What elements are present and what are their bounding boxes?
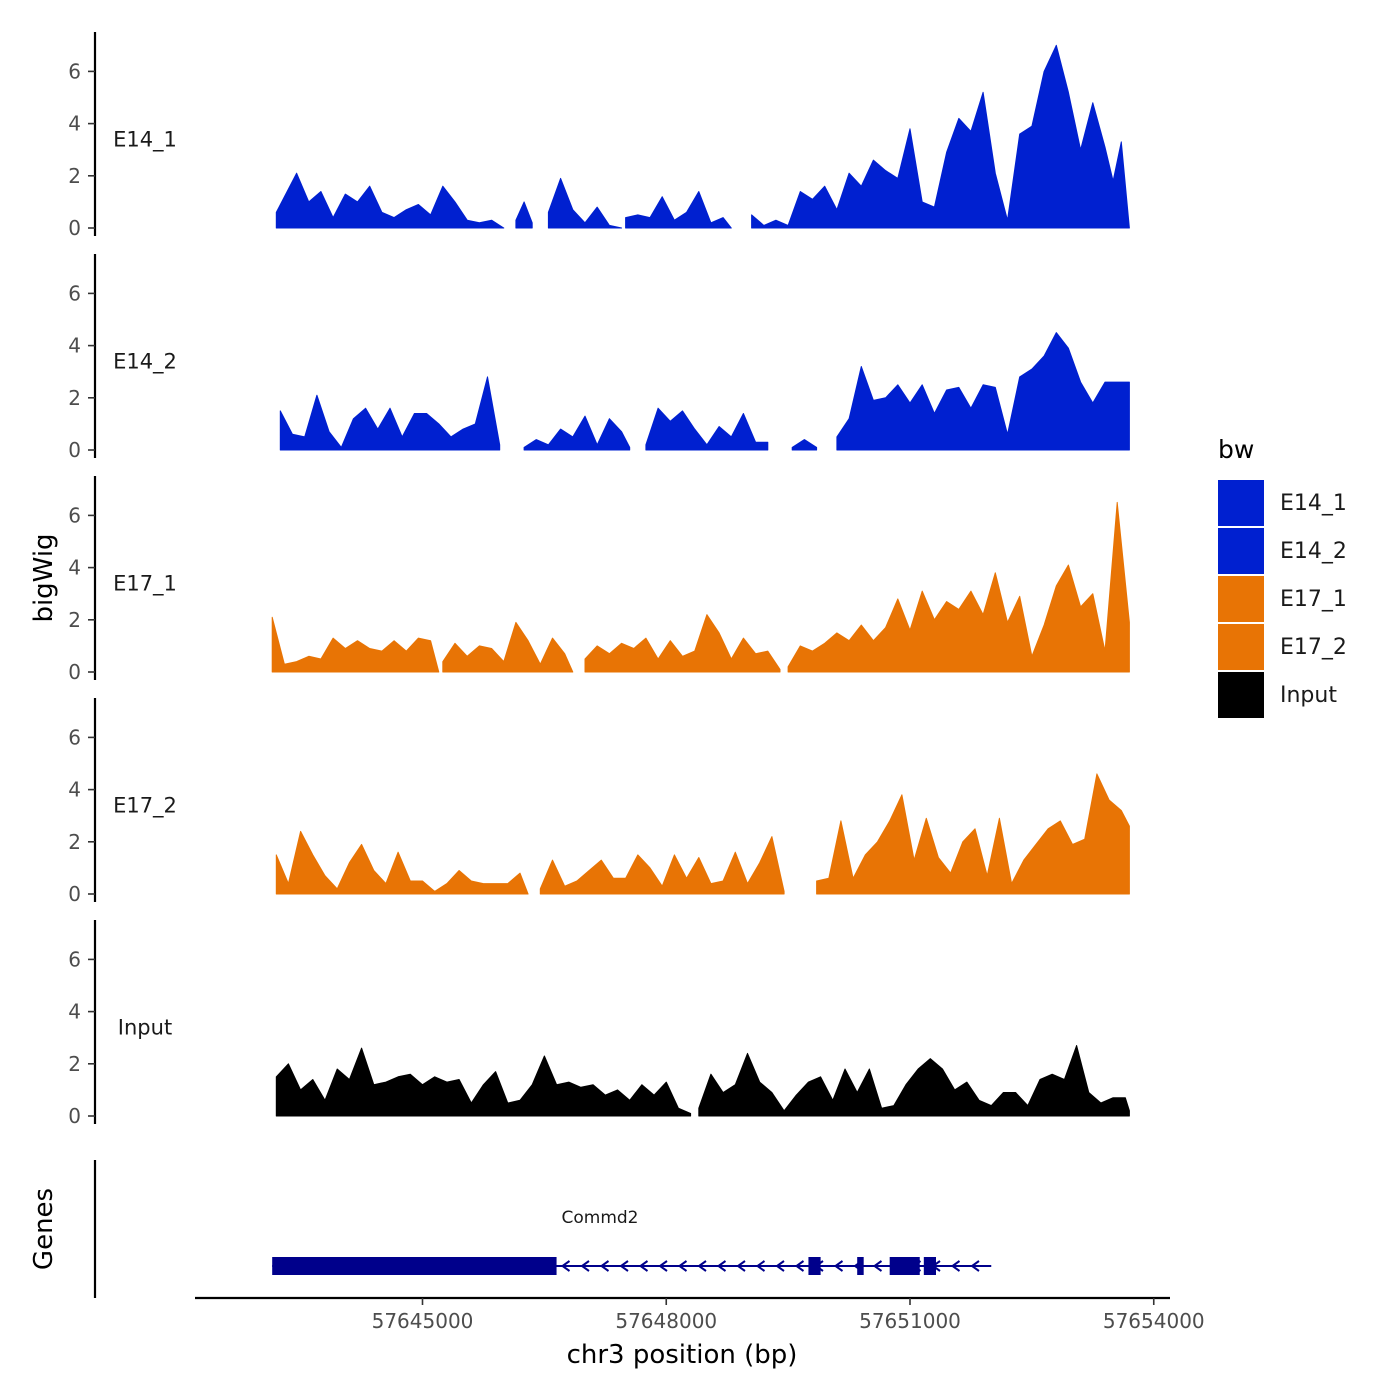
exon	[889, 1257, 920, 1275]
legend-label-e17-1: E17_1	[1280, 587, 1347, 612]
area-segment	[791, 439, 818, 451]
strand-arrow	[599, 1260, 610, 1272]
area-segment	[275, 1047, 692, 1117]
track-panels: 0 2 4 6 E14_1 0 2 4 6 E14_2 0 2 4 6 E17_1 0 2 4 6 E17_2 0 2 4 6…	[68, 32, 1130, 1128]
strand-arrow	[833, 1260, 844, 1272]
gene-name-label: Commd2	[562, 1208, 639, 1228]
track-label-input: Input	[118, 1015, 172, 1039]
legend-swatch-e14-1	[1218, 480, 1264, 526]
strand-arrow	[775, 1260, 785, 1272]
area-segment	[275, 172, 505, 229]
area-segment	[279, 376, 501, 451]
track-e14-2: 0 2 4 6 E14_2	[68, 254, 1130, 462]
area-segment	[816, 773, 1130, 895]
strand-arrow	[736, 1260, 746, 1272]
exon	[857, 1257, 864, 1275]
track-e14-1: 0 2 4 6 E14_1	[68, 32, 1130, 240]
area-segment	[787, 501, 1130, 673]
y-tick-label: 6	[68, 725, 81, 749]
legend-label-input: Input	[1280, 683, 1337, 708]
legend-swatch-e17-1	[1218, 576, 1264, 622]
legend-swatch-e14-2	[1218, 528, 1264, 574]
track-e17-1: 0 2 4 6 E17_1	[68, 476, 1130, 684]
exon	[808, 1257, 821, 1275]
y-tick-label: 2	[68, 164, 81, 188]
x-axis: 57645000 57648000 57651000 57654000	[195, 1296, 1205, 1333]
legend-label-e14-2: E14_2	[1280, 539, 1347, 564]
area-segment	[547, 177, 623, 229]
legend: bw E14_1 E14_2 E17_1 E17_2 Input	[1218, 435, 1347, 718]
legend-swatch-input	[1218, 672, 1264, 718]
strand-arrow	[755, 1260, 766, 1272]
gene-track: Commd2	[93, 1160, 992, 1298]
strand-arrow	[872, 1260, 883, 1272]
strand-arrow	[677, 1260, 688, 1272]
y-tick-label: 6	[68, 59, 81, 83]
legend-title: bw	[1218, 435, 1254, 464]
track-e17-2: 0 2 4 6 E17_2	[68, 698, 1130, 906]
area-segment	[698, 1045, 1130, 1117]
y-tick-label: 0	[68, 216, 81, 240]
x-tick-label: 57648000	[615, 1309, 717, 1333]
y-tick-label: 4	[68, 112, 81, 136]
area-segment	[645, 407, 769, 451]
area-segment	[275, 830, 529, 895]
area-segment	[751, 44, 1130, 229]
x-tick-label: 57651000	[859, 1309, 961, 1333]
area-segment	[271, 616, 440, 673]
y-tick-label: 2	[68, 608, 81, 632]
y-tick-label: 0	[68, 1104, 81, 1128]
area-segment	[515, 201, 533, 229]
legend-label-e17-2: E17_2	[1280, 635, 1347, 660]
track-label-e17-1: E17_1	[113, 571, 177, 596]
y-tick-label: 0	[68, 438, 81, 462]
y-tick-label: 4	[68, 1000, 81, 1024]
strand-arrow	[638, 1260, 649, 1272]
strand-arrow	[716, 1260, 727, 1272]
area-segment	[584, 614, 781, 673]
y-tick-label: 2	[68, 830, 81, 854]
exon	[923, 1257, 936, 1275]
strand-arrow	[619, 1260, 629, 1272]
legend-label-e14-1: E14_1	[1280, 491, 1347, 516]
y-tick-label: 4	[68, 556, 81, 580]
y-axis-title: bigWig	[29, 533, 59, 622]
track-label-e14-1: E14_1	[113, 127, 177, 152]
y-tick-label: 6	[68, 281, 81, 305]
x-tick-label: 57645000	[372, 1309, 474, 1333]
y-tick-label: 6	[68, 947, 81, 971]
strand-arrow	[950, 1260, 961, 1272]
track-label-e17-2: E17_2	[113, 793, 177, 818]
track-label-e14-2: E14_2	[113, 349, 177, 374]
strand-arrow	[580, 1260, 590, 1272]
legend-swatch-e17-2	[1218, 624, 1264, 670]
area-segment	[523, 415, 631, 451]
area-segment	[442, 621, 574, 673]
strand-arrow	[697, 1260, 707, 1272]
area-segment	[539, 836, 785, 895]
x-axis-title: chr3 position (bp)	[567, 1340, 798, 1370]
y-tick-label: 6	[68, 503, 81, 527]
y-tick-label: 4	[68, 778, 81, 802]
strand-arrow	[794, 1260, 805, 1272]
genes-track-title: Genes	[29, 1188, 59, 1270]
y-tick-label: 4	[68, 334, 81, 358]
track-input: 0 2 4 6 Input	[68, 920, 1130, 1128]
y-tick-label: 0	[68, 660, 81, 684]
y-tick-label: 2	[68, 386, 81, 410]
y-tick-label: 0	[68, 882, 81, 906]
strand-arrow	[658, 1260, 668, 1272]
x-tick-label: 57654000	[1103, 1309, 1205, 1333]
exon	[272, 1257, 557, 1275]
area-segment	[836, 332, 1130, 451]
strand-arrow	[970, 1260, 980, 1272]
y-tick-label: 2	[68, 1052, 81, 1076]
strand-arrow	[560, 1260, 571, 1272]
area-segment	[625, 191, 732, 229]
